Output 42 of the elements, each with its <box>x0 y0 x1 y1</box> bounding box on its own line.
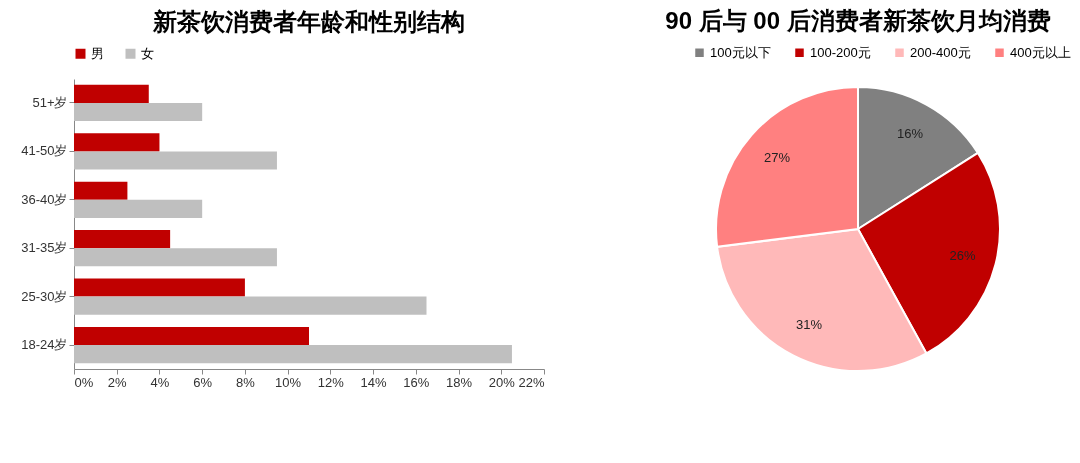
y-tick-label: 51+岁 <box>32 94 68 110</box>
legend-label: 400元以上 <box>1010 44 1071 60</box>
x-tick-label: 0% <box>74 374 94 390</box>
chart-title: 90 后与 00 后消费者新茶饮月均消费 <box>665 7 1051 34</box>
bar <box>74 345 512 364</box>
x-tick-label: 16% <box>403 374 430 390</box>
data-label: 27% <box>763 149 791 165</box>
y-tick-label: 31-35岁 <box>21 240 68 256</box>
x-tick-label: 20% <box>488 374 516 390</box>
bar <box>74 181 128 200</box>
x-tick-label: 12% <box>317 374 345 390</box>
chart-title: 新茶饮消费者年龄和性别结构 <box>152 8 465 35</box>
legend-label: 女 <box>141 45 154 61</box>
x-tick-label: 6% <box>193 374 213 390</box>
bar <box>74 133 160 152</box>
data-label: 26% <box>949 247 977 263</box>
bar <box>74 151 277 170</box>
bar <box>74 248 277 267</box>
x-tick-label: 14% <box>360 374 388 390</box>
bar <box>74 102 203 122</box>
bar <box>74 278 245 297</box>
legend-label: 200-400元 <box>910 44 971 60</box>
x-tick-label: 4% <box>150 374 170 390</box>
legend-label: 100-200元 <box>810 44 871 60</box>
x-tick-label: 10% <box>275 374 302 390</box>
y-tick-label: 41-50岁 <box>21 143 68 159</box>
y-tick-label: 18-24岁 <box>21 337 68 353</box>
bar <box>74 326 309 346</box>
legend-label: 男 <box>91 45 104 61</box>
data-label: 16% <box>897 126 924 142</box>
data-label: 31% <box>795 317 823 333</box>
x-tick-label: 8% <box>236 374 256 390</box>
y-tick-label: 36-40岁 <box>21 191 68 207</box>
x-tick-label: 18% <box>446 374 473 390</box>
x-tick-label: 22% <box>518 374 545 390</box>
bar <box>74 84 149 103</box>
x-tick-label: 2% <box>107 374 128 390</box>
bar <box>74 296 427 315</box>
legend-label: 100元以下 <box>710 44 771 60</box>
bar <box>74 199 203 218</box>
bar <box>74 230 171 249</box>
y-tick-label: 25-30岁 <box>21 288 68 304</box>
